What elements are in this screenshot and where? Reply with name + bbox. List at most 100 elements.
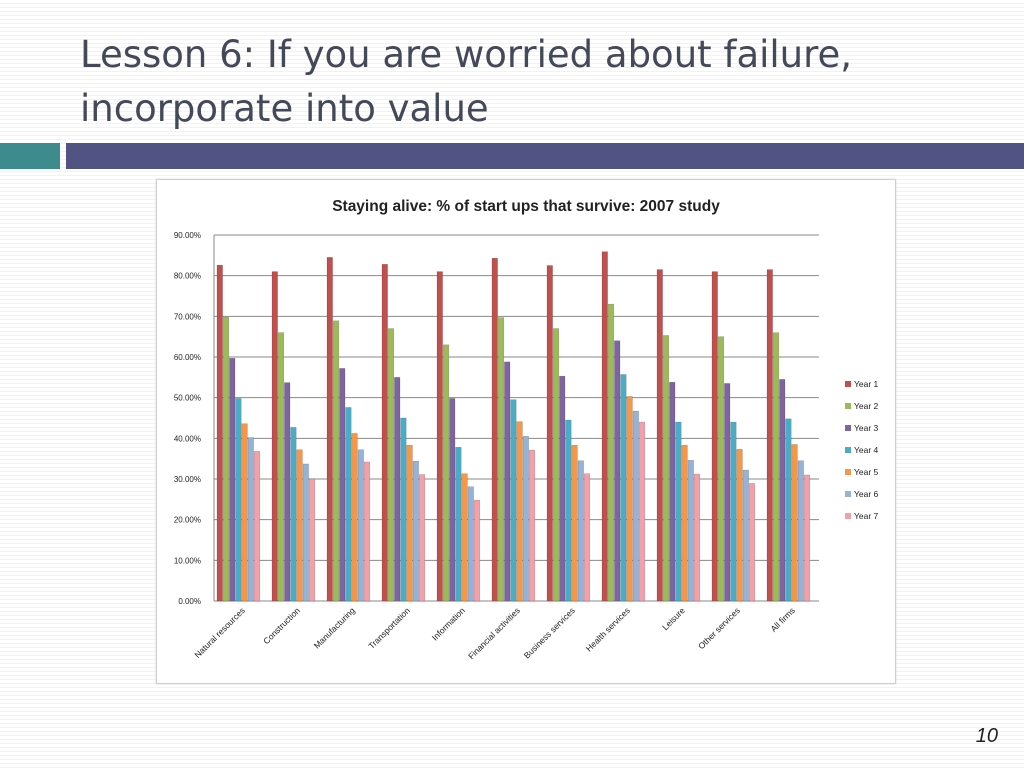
bar	[406, 444, 413, 602]
bar	[235, 398, 242, 602]
slide-title-line-2: incorporate into value	[80, 87, 489, 130]
x-category-label: Information	[430, 605, 467, 642]
bar	[326, 257, 333, 602]
x-category-label: Transportation	[366, 605, 412, 651]
x-category-label: All firms	[768, 605, 796, 633]
x-category-label: Manufacturing	[312, 605, 357, 650]
bar	[607, 303, 615, 602]
accent-header-bar	[66, 143, 1024, 169]
y-tick-label: 90.00%	[174, 231, 201, 240]
bar	[491, 257, 498, 602]
x-category-label: Natural resources	[192, 605, 247, 660]
bar	[797, 460, 804, 602]
bar	[253, 451, 261, 602]
accent-teal-block	[0, 143, 60, 169]
x-category-label: Other services	[696, 605, 742, 651]
bar	[449, 398, 456, 602]
bar	[620, 374, 627, 602]
bar	[296, 449, 303, 602]
bar	[467, 486, 474, 602]
bar	[363, 461, 371, 602]
bar	[381, 264, 388, 602]
y-tick-label: 40.00%	[174, 434, 201, 443]
legend-label: Year 7	[854, 511, 879, 521]
bar	[717, 336, 725, 602]
legend-label: Year 3	[854, 423, 879, 433]
legend-label: Year 2	[854, 401, 879, 411]
bar	[711, 271, 718, 602]
chart-title: Staying alive: % of start ups that survi…	[332, 198, 720, 215]
bar	[601, 251, 608, 602]
legend-label: Year 4	[854, 445, 879, 455]
bar	[662, 335, 670, 602]
bar	[766, 269, 773, 602]
bar	[785, 418, 792, 602]
bar	[632, 410, 639, 602]
y-tick-label: 50.00%	[174, 394, 201, 403]
bar	[339, 368, 346, 602]
bar	[724, 383, 731, 602]
y-tick-label: 70.00%	[174, 312, 201, 321]
bar	[308, 478, 316, 602]
bar	[516, 421, 523, 602]
y-tick-label: 30.00%	[174, 475, 201, 484]
bar	[418, 474, 426, 602]
chart-image: Staying alive: % of start ups that survi…	[156, 179, 896, 684]
legend-label: Year 5	[854, 467, 879, 477]
legend-swatch	[845, 513, 851, 519]
bar	[614, 340, 621, 602]
bar	[772, 332, 780, 602]
legend-swatch	[845, 381, 851, 387]
bar	[332, 320, 340, 602]
survival-bar-chart: Staying alive: % of start ups that survi…	[174, 198, 879, 661]
y-tick-label: 80.00%	[174, 272, 201, 281]
bar	[693, 473, 701, 602]
bar	[290, 427, 297, 602]
bar	[222, 316, 230, 602]
bar	[229, 357, 236, 602]
bar	[247, 437, 254, 602]
x-category-label: Business services	[522, 605, 577, 660]
bar	[522, 436, 529, 602]
x-category-label: Health services	[584, 605, 632, 653]
legend-swatch	[845, 491, 851, 497]
bar	[345, 407, 352, 602]
bar	[241, 423, 248, 602]
bar	[583, 473, 591, 602]
bar	[779, 379, 786, 602]
bar	[546, 265, 553, 602]
bar	[626, 396, 633, 602]
bar	[742, 469, 749, 602]
bar	[687, 460, 694, 602]
bar	[565, 419, 572, 602]
legend-swatch	[845, 469, 851, 475]
y-tick-label: 60.00%	[174, 353, 201, 362]
page-number: 10	[975, 725, 998, 747]
legend-swatch	[845, 403, 851, 409]
bar	[436, 271, 443, 602]
bar	[497, 317, 505, 602]
y-tick-label: 0.00%	[178, 597, 201, 606]
bar	[504, 361, 511, 602]
bar	[577, 460, 584, 602]
bar	[387, 328, 395, 602]
bar	[730, 421, 737, 602]
bar	[736, 449, 743, 602]
y-tick-label: 20.00%	[174, 516, 201, 525]
bar	[791, 444, 798, 602]
bar	[656, 269, 663, 602]
bar	[638, 421, 646, 602]
legend-swatch	[845, 425, 851, 431]
slide-title: Lesson 6: If you are worried about failu…	[80, 28, 980, 136]
bar	[357, 449, 364, 602]
bar	[461, 473, 468, 602]
legend-label: Year 1	[854, 379, 879, 389]
x-category-label: Leisure	[660, 605, 687, 632]
bar	[400, 417, 407, 602]
bar	[559, 375, 566, 602]
bar	[675, 421, 682, 602]
bar	[271, 271, 278, 602]
y-tick-label: 10.00%	[174, 556, 201, 565]
legend-swatch	[845, 447, 851, 453]
bar	[394, 377, 401, 602]
